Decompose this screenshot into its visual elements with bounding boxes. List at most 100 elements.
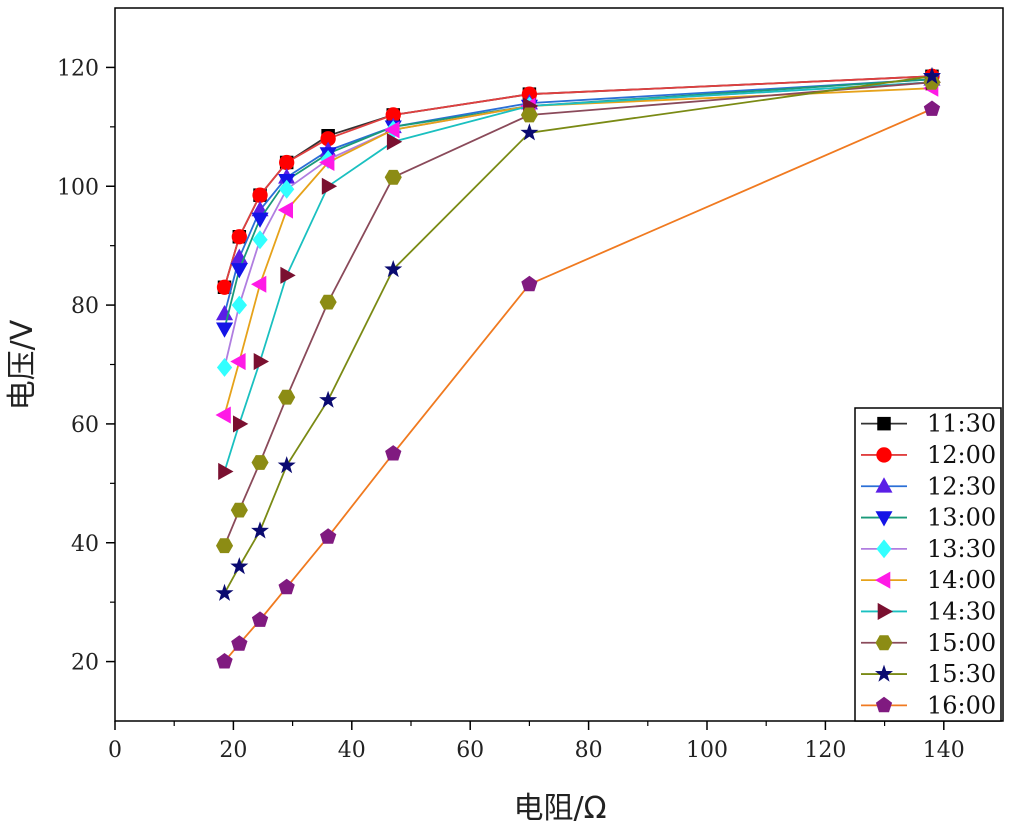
y-tick-label: 40 (71, 532, 99, 557)
data-point (230, 353, 246, 371)
x-tick-label: 100 (686, 738, 728, 763)
legend-item: 13:00 (861, 504, 996, 532)
legend-marker (876, 447, 892, 463)
data-point (251, 455, 269, 470)
x-tick-label: 140 (923, 738, 965, 763)
data-point (278, 578, 295, 595)
data-point (385, 445, 402, 461)
series-1330 (216, 72, 940, 377)
x-tick-label: 0 (108, 738, 122, 763)
legend-marker (877, 416, 891, 431)
legend-marker (875, 511, 893, 527)
x-axis-title: 电阻/Ω (513, 791, 606, 826)
y-tick-label: 100 (57, 175, 99, 200)
x-tick-label: 120 (804, 738, 846, 763)
data-point (252, 187, 268, 203)
series-line (223, 81, 933, 472)
legend-label: 12:00 (927, 441, 996, 469)
legend-label: 15:00 (927, 629, 996, 657)
legend-label: 13:00 (927, 504, 996, 532)
data-point (277, 456, 296, 474)
data-point (230, 557, 249, 575)
series-line (223, 78, 933, 330)
x-tick-label: 80 (575, 738, 603, 763)
data-point (319, 390, 338, 408)
data-point (230, 502, 248, 518)
series-line (223, 108, 933, 663)
y-tick-label: 20 (71, 651, 99, 676)
series-layer (215, 66, 941, 669)
legend-label: 13:30 (927, 535, 996, 563)
series-line (223, 75, 933, 594)
data-point (384, 260, 403, 278)
legend-marker (875, 571, 891, 589)
series-line (223, 75, 933, 288)
data-point (520, 123, 539, 141)
series-line (223, 75, 933, 288)
data-point (251, 275, 267, 293)
data-point (251, 212, 269, 228)
x-tick-label: 60 (456, 738, 484, 763)
legend-item: 16:00 (861, 691, 996, 719)
data-point (216, 322, 234, 338)
legend-item: 15:30 (861, 660, 996, 688)
data-point (384, 121, 400, 139)
data-point (252, 230, 268, 250)
data-point (319, 294, 337, 310)
legend-item: 14:30 (861, 597, 996, 625)
y-tick-label: 120 (57, 56, 99, 81)
data-point (280, 266, 296, 284)
legend-marker (876, 539, 892, 559)
legend-marker (875, 477, 893, 493)
legend-marker (875, 696, 893, 713)
series-line (223, 78, 933, 315)
legend-marker (875, 664, 893, 682)
data-point (216, 358, 233, 377)
data-point (215, 583, 234, 601)
legend-item: 15:00 (861, 629, 996, 657)
legend-label: 14:30 (927, 597, 996, 625)
data-point (320, 131, 336, 147)
data-point (231, 229, 247, 245)
data-point (215, 406, 231, 424)
legend-label: 16:00 (927, 691, 996, 719)
x-tick-label: 40 (338, 738, 366, 763)
legend-marker (875, 635, 893, 651)
y-tick-label: 80 (71, 294, 99, 319)
data-point (216, 305, 234, 321)
legend-label: 11:30 (927, 410, 996, 438)
data-point (923, 100, 941, 116)
legend-item: 12:30 (861, 472, 996, 500)
data-point (230, 263, 248, 279)
data-point (520, 107, 538, 123)
data-point (385, 107, 401, 123)
series-line (223, 87, 933, 416)
data-point (277, 201, 293, 219)
y-tick-label: 60 (71, 413, 99, 438)
data-point (320, 528, 337, 544)
data-point (386, 133, 403, 151)
data-point (253, 353, 269, 371)
data-point (278, 389, 296, 405)
data-point (279, 179, 295, 199)
data-point (923, 74, 941, 90)
data-point (231, 635, 248, 651)
data-point (218, 462, 234, 480)
legend: 11:30 12:00 12:30 13:00 13:30 14:00 14:30 15:00… (854, 407, 1002, 722)
series-line (223, 81, 933, 547)
legend-marker (877, 602, 893, 620)
legend-label: 15:30 (927, 660, 996, 688)
legend-item: 11:30 (861, 410, 996, 438)
y-axis-title: 电压/V (5, 319, 40, 410)
data-point (521, 275, 538, 292)
series-1530 (215, 66, 941, 601)
series-1500 (216, 74, 941, 554)
legend-item: 14:00 (861, 566, 996, 594)
data-point (216, 653, 233, 669)
x-tick-label: 20 (219, 738, 247, 763)
data-point (216, 538, 234, 554)
data-point (251, 521, 269, 539)
series-1600 (216, 100, 941, 669)
legend-label: 12:30 (927, 472, 996, 500)
